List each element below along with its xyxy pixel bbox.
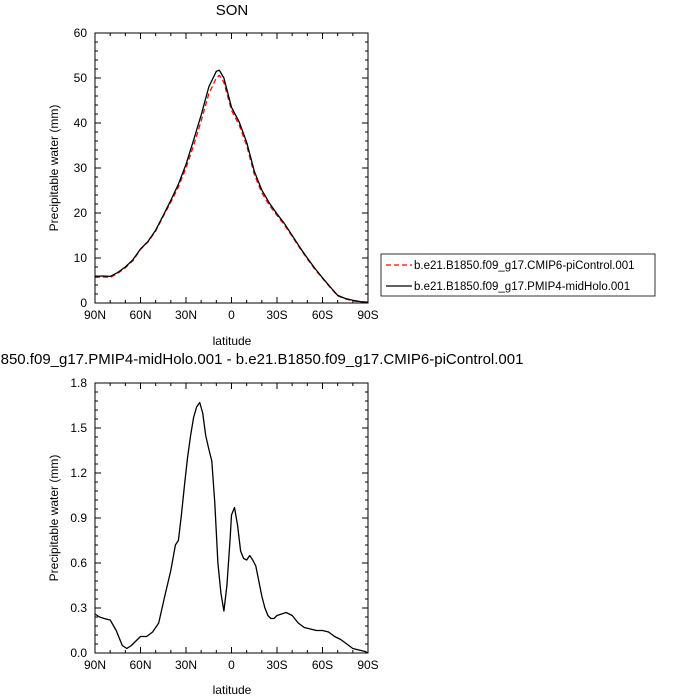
- bottom-x-tick-label: 60N: [129, 658, 151, 672]
- top-x-tick-label: 30N: [175, 308, 197, 322]
- legend-label-midholo: b.e21.B1850.f09_g17.PMIP4-midHolo.001: [414, 281, 630, 293]
- bottom-y-tick-label: 1.2: [70, 466, 87, 480]
- top-y-tick-label: 60: [74, 26, 88, 40]
- bottom-x-tick-label: 30S: [266, 658, 287, 672]
- legend-label-picontrol: b.e21.B1850.f09_g17.CMIP6-piControl.001: [414, 260, 635, 272]
- top-plot-frame: [94, 32, 369, 304]
- top-x-tick-label: 90S: [357, 308, 378, 322]
- top-y-tick-label: 50: [74, 71, 88, 85]
- bottom-x-tick-label: 60S: [312, 658, 333, 672]
- bottom-y-tick-label: 0.9: [70, 511, 87, 525]
- top-x-tick-label: 60N: [129, 308, 151, 322]
- legend-box: [380, 253, 656, 297]
- top-y-tick-label: 10: [74, 251, 88, 265]
- top-x-axis-label: latitude: [213, 334, 252, 348]
- bottom-y-tick-label: 1.8: [70, 376, 87, 390]
- bottom-y-axis-label: Precipitable water (mm): [47, 455, 61, 582]
- top-y-tick-label: 40: [74, 116, 88, 130]
- bottom-series-line-0: [94, 401, 369, 654]
- top-y-tick-label: 30: [74, 161, 88, 175]
- bottom-y-tick-label: 0.6: [70, 556, 87, 570]
- bottom-x-tick-label: 90S: [357, 658, 378, 672]
- top-series-line-0: [94, 74, 369, 304]
- bottom-x-tick-label: 0: [228, 658, 235, 672]
- top-panel: SON Precipitable water (mm) latitude 90N…: [47, 2, 656, 348]
- top-x-tick-label: 0: [228, 308, 235, 322]
- top-y-axis-label: Precipitable water (mm): [47, 105, 61, 232]
- bottom-chart-title: b.e21.B1850.f09_g17.PMIP4-midHolo.001 - …: [0, 351, 523, 368]
- top-x-tick-label: 30S: [266, 308, 287, 322]
- bottom-y-tick-label: 1.5: [70, 421, 87, 435]
- top-y-tick-label: 0: [80, 296, 87, 310]
- bottom-y-tick-label: 0.0: [70, 646, 87, 660]
- top-x-tick-label: 90N: [84, 308, 106, 322]
- top-chart-title: SON: [216, 2, 249, 19]
- bottom-x-tick-label: 90N: [84, 658, 106, 672]
- bottom-x-axis-label: latitude: [213, 683, 252, 697]
- legend: b.e21.B1850.f09_g17.CMIP6-piControl.001 …: [380, 253, 656, 297]
- bottom-y-tick-label: 0.3: [70, 601, 87, 615]
- bottom-panel: b.e21.B1850.f09_g17.PMIP4-midHolo.001 - …: [0, 351, 523, 697]
- bottom-x-tick-label: 30N: [175, 658, 197, 672]
- bottom-plot-frame: [94, 382, 369, 654]
- top-y-tick-label: 20: [74, 206, 88, 220]
- top-x-tick-label: 60S: [312, 308, 333, 322]
- top-series-line-1: [94, 69, 369, 303]
